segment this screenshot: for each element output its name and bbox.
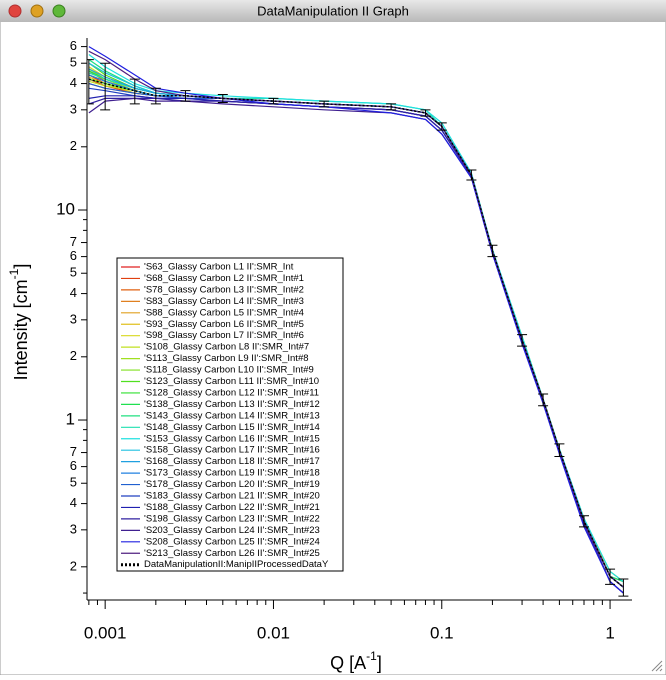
- legend-box: [116, 257, 344, 572]
- resize-handle[interactable]: [651, 660, 663, 672]
- x-axis-title: Q [A-1]: [330, 649, 382, 673]
- legend-label: 'S108_Glassy Carbon L8 II':SMR_Int#7: [144, 342, 309, 353]
- y-tick-label: 3: [70, 311, 77, 326]
- legend-label: 'S118_Glassy Carbon L10 II':SMR_Int#9: [144, 365, 314, 376]
- y-tick-label: 4: [70, 495, 77, 510]
- y-tick-label: 4: [70, 75, 77, 90]
- x-tick-label: 1: [605, 623, 614, 642]
- error-bar: [538, 393, 549, 407]
- legend-label: 'S138_Glassy Carbon L13 II':SMR_Int#12: [144, 399, 320, 410]
- legend-label: 'S143_Glassy Carbon L14 II':SMR_Int#13: [144, 410, 320, 421]
- plot-area: [87, 46, 629, 597]
- y-tick-label: 3: [70, 521, 77, 536]
- y-tick-label: 2: [70, 558, 77, 573]
- legend-label: 'S88_Glassy Carbon L5 II':SMR_Int#4: [144, 307, 304, 318]
- legend-label: 'S198_Glassy Carbon L23 II':SMR_Int#22: [144, 513, 320, 524]
- minimize-button[interactable]: [30, 4, 44, 18]
- error-bar: [618, 578, 629, 597]
- y-axis-title-text: Intensity [cm: [11, 279, 31, 380]
- legend-label: 'S83_Glassy Carbon L4 II':SMR_Int#3: [144, 296, 304, 307]
- y-tick-label: 6: [70, 458, 77, 473]
- legend-label: 'S153_Glassy Carbon L16 II':SMR_Int#15: [144, 433, 320, 444]
- y-tick-label: 2: [70, 138, 77, 153]
- legend-label: 'S178_Glassy Carbon L20 II':SMR_Int#19: [144, 479, 320, 490]
- error-bar: [87, 59, 94, 105]
- legend-label: 'S63_Glassy Carbon L1 II':SMR_Int: [144, 262, 294, 273]
- legend-label: 'S203_Glassy Carbon L24 II':SMR_Int#23: [144, 525, 320, 536]
- error-bar: [517, 334, 528, 347]
- legend-label: 'S78_Glassy Carbon L3 II':SMR_Int#2: [144, 284, 304, 295]
- x-axis-title-text: Q [A: [330, 653, 366, 673]
- error-bar: [436, 122, 447, 131]
- legend-label: 'S93_Glassy Carbon L6 II':SMR_Int#5: [144, 319, 304, 330]
- error-bar: [180, 90, 191, 102]
- legend-label: 'S113_Glassy Carbon L9 II':SMR_Int#8: [144, 353, 309, 364]
- error-bar: [487, 244, 498, 258]
- legend-label: DataManipulationII:ManipIIProcessedDataY: [144, 559, 329, 570]
- y-tick-label: 6: [70, 38, 77, 53]
- error-bar: [605, 568, 616, 585]
- x-tick-label: 0.01: [257, 623, 290, 642]
- error-bar: [578, 515, 589, 528]
- y-tick-label: 7: [70, 444, 77, 459]
- error-bar: [420, 109, 431, 117]
- y-axis-title-sup: -1: [7, 268, 21, 279]
- x-axis-title-end: ]: [377, 653, 382, 673]
- y-tick-label: 2: [70, 348, 77, 363]
- y-tick-label: 10: [56, 199, 75, 218]
- y-tick-label: 6: [70, 248, 77, 263]
- legend-label: 'S68_Glassy Carbon L2 II':SMR_Int#1: [144, 273, 304, 284]
- error-bar: [319, 100, 330, 108]
- x-tick-label: 0.001: [84, 623, 127, 642]
- legend-label: 'S148_Glassy Carbon L15 II':SMR_Int#14: [144, 422, 320, 433]
- legend-label: 'S158_Glassy Carbon L17 II':SMR_Int#16: [144, 445, 320, 456]
- y-tick-label: 4: [70, 285, 77, 300]
- legend-label: 'S98_Glassy Carbon L7 II':SMR_Int#6: [144, 330, 304, 341]
- y-axis-title-end: ]: [11, 264, 31, 269]
- legend-label: 'S168_Glassy Carbon L18 II':SMR_Int#17: [144, 456, 320, 467]
- y-tick-label: 7: [70, 234, 77, 249]
- legend-label: 'S213_Glassy Carbon L26 II':SMR_Int#25: [144, 548, 320, 559]
- legend-label: 'S183_Glassy Carbon L21 II':SMR_Int#20: [144, 491, 320, 502]
- error-bar: [100, 62, 111, 111]
- y-tick-label: 3: [70, 101, 77, 116]
- x-tick-label: 0.1: [430, 623, 454, 642]
- close-button[interactable]: [8, 4, 22, 18]
- zoom-button[interactable]: [52, 4, 66, 18]
- error-bar: [150, 87, 161, 105]
- window-title: DataManipulation II Graph: [257, 3, 409, 18]
- error-bar: [386, 103, 397, 111]
- legend-label: 'S208_Glassy Carbon L25 II':SMR_Int#24: [144, 536, 320, 547]
- error-bar: [466, 169, 477, 181]
- error-bar: [129, 78, 140, 105]
- error-bar: [217, 93, 228, 104]
- title-bar: [0, 0, 666, 22]
- legend-label: 'S128_Glassy Carbon L12 II':SMR_Int#11: [144, 387, 319, 398]
- y-tick-label: 1: [66, 410, 75, 429]
- legend-label: 'S188_Glassy Carbon L22 II':SMR_Int#21: [144, 502, 320, 513]
- error-bar: [268, 97, 279, 105]
- y-tick-label: 5: [70, 265, 77, 280]
- error-bar: [554, 443, 565, 458]
- y-tick-label: 5: [70, 55, 77, 70]
- x-axis-title-sup: -1: [366, 649, 377, 663]
- legend-label: 'S173_Glassy Carbon L19 II':SMR_Int#18: [144, 468, 320, 479]
- y-axis-title: Intensity [cm-1]: [7, 264, 31, 381]
- legend-label: 'S123_Glassy Carbon L11 II':SMR_Int#10: [144, 376, 319, 387]
- y-tick-label: 5: [70, 475, 77, 490]
